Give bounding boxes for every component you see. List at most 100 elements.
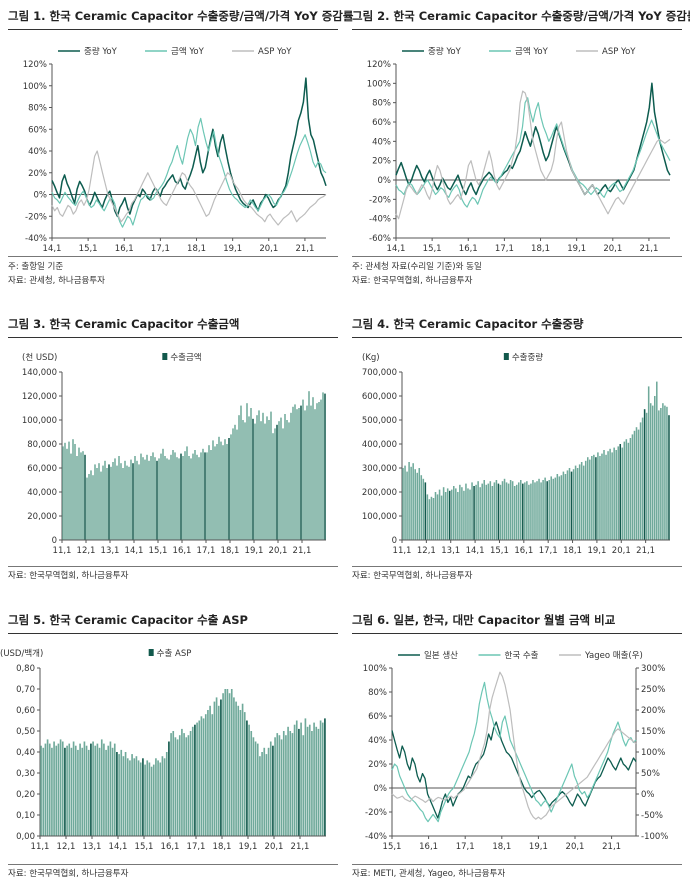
bar — [196, 454, 198, 540]
bar — [246, 403, 248, 540]
bar — [584, 460, 587, 540]
bar — [522, 483, 524, 540]
bar — [295, 720, 298, 836]
bar — [232, 428, 234, 540]
chart-title: 그림 4. 한국 Ceramic Capacitor 수출중량 — [352, 317, 584, 331]
bar — [252, 737, 255, 836]
y-tick-label: 20,000 — [27, 512, 57, 522]
bar — [306, 405, 308, 540]
bar — [599, 456, 601, 540]
y-tick-label: 0 — [52, 536, 57, 546]
bar — [406, 471, 408, 540]
legend-label: ASP YoY — [258, 47, 292, 57]
x-tick-label: 12,1 — [417, 546, 436, 556]
bar — [276, 733, 279, 836]
bar — [296, 409, 298, 540]
bar — [312, 397, 314, 540]
bar — [94, 745, 97, 836]
bar — [72, 439, 74, 540]
bar — [88, 474, 90, 540]
bar — [491, 486, 494, 540]
bar — [112, 462, 114, 540]
chart-source: 자료: 한국무역협회, 하나금융투자 — [352, 571, 473, 581]
series-line-3 — [51, 150, 327, 226]
bar — [416, 472, 418, 540]
bar — [530, 483, 532, 540]
y-tick-label: 40% — [372, 137, 391, 147]
y-tick-label: 120,000 — [22, 392, 57, 402]
bar — [57, 743, 60, 836]
x-tick-label: 17,1 — [456, 842, 475, 852]
bar — [172, 731, 175, 836]
bar — [80, 452, 82, 540]
title-rule — [8, 337, 338, 338]
legend-label: 중량 YoY — [428, 46, 462, 57]
bar — [562, 471, 565, 540]
x-tick-label: 11,1 — [393, 546, 412, 556]
y-tick-label: 0,10 — [16, 811, 35, 821]
bar — [254, 423, 256, 540]
panel-4: 그림 4. 한국 Ceramic Capacitor 수출중량 700,000 6… — [352, 316, 682, 582]
bar — [182, 456, 184, 540]
bar — [92, 475, 94, 540]
x-tick-label: 17,1 — [151, 244, 170, 254]
panel-2: 그림 2. 한국 Ceramic Capacitor 수출중량/금액/가격 Yo… — [352, 8, 690, 288]
bar — [300, 722, 302, 836]
series-line-1 — [51, 77, 327, 218]
bar-chart-4: 700,000 600,000 500,000 400,000 300,000 200,0… — [362, 352, 670, 556]
bar — [459, 484, 461, 540]
bar — [444, 492, 447, 540]
bar — [259, 756, 261, 836]
bar — [587, 457, 589, 540]
y-tick-label: 80% — [372, 99, 391, 109]
bar — [658, 410, 660, 540]
bar — [156, 460, 158, 540]
bar — [635, 427, 638, 540]
title-rule — [352, 337, 682, 338]
bar — [487, 483, 490, 540]
y-tick-label: 0% — [378, 176, 392, 186]
bar — [83, 741, 86, 836]
bar — [641, 417, 644, 540]
footer-rule — [352, 256, 682, 257]
y-tick-label: 300,000 — [362, 464, 397, 474]
y-tick-label: -40% — [369, 215, 391, 225]
bar — [262, 412, 264, 540]
x-tick-label: 14,1 — [387, 244, 406, 254]
bar — [656, 381, 658, 540]
footer-rule — [8, 256, 338, 257]
bar — [185, 737, 188, 836]
bar — [155, 758, 157, 836]
bar — [100, 739, 103, 836]
bar — [595, 457, 597, 540]
bar — [258, 410, 260, 540]
x-tick-label: 21,1 — [639, 244, 658, 254]
bar — [135, 756, 138, 836]
bar — [122, 756, 125, 836]
bar — [293, 724, 296, 836]
y-tick-label: 40% — [368, 736, 387, 746]
bar — [226, 689, 229, 836]
bar — [542, 480, 544, 540]
line-chart-6: 100% 80% 60% 40% 20% 0% -20% -40%15,1 16,1 17,1 18… — [363, 650, 669, 852]
x-tick-label: 20,1 — [603, 244, 622, 254]
bar — [550, 476, 552, 540]
bar — [190, 458, 192, 540]
bar — [76, 456, 78, 540]
x-tick-label: 15,1 — [490, 546, 509, 556]
x-tick-label: 14,1 — [109, 842, 128, 852]
bar — [148, 762, 151, 836]
x-tick-label: 15,1 — [79, 244, 98, 254]
bar — [202, 718, 205, 836]
chart-title: 그림 5. 한국 Ceramic Capacitor 수출 ASP — [8, 613, 248, 627]
bar — [453, 486, 455, 540]
bar — [463, 490, 465, 540]
bar — [660, 408, 662, 540]
bar — [544, 477, 546, 540]
x-tick-label: 15,1 — [423, 244, 442, 254]
bar — [446, 488, 449, 540]
bar — [410, 466, 412, 540]
bar — [184, 451, 186, 540]
bar — [438, 489, 441, 540]
bar — [306, 726, 309, 836]
